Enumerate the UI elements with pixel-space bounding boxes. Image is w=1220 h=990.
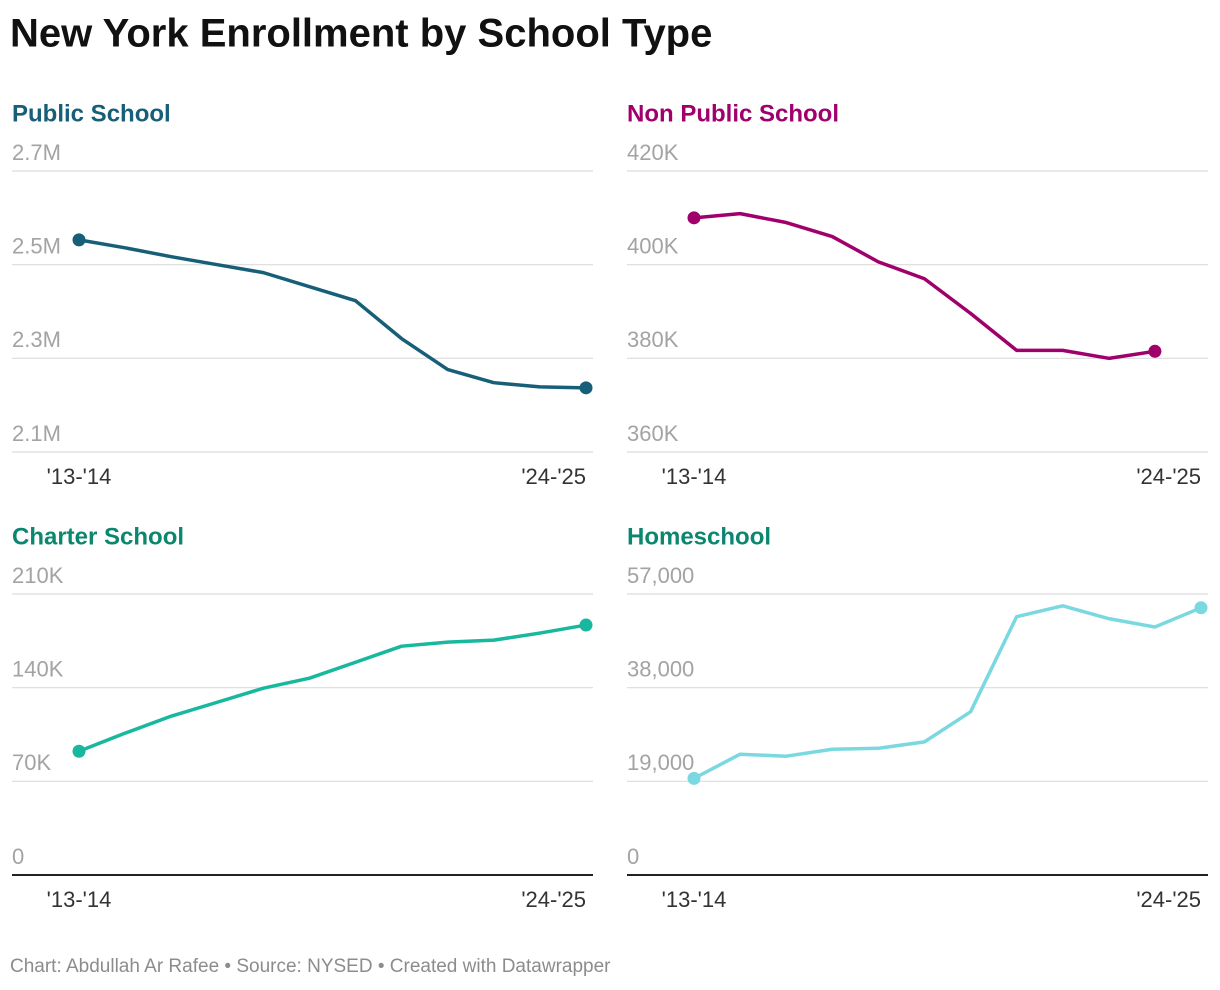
panel-title: Public School (12, 100, 171, 127)
y-tick-label: 38,000 (627, 656, 694, 681)
line (78, 623, 587, 753)
end-dot (72, 233, 86, 247)
y-tick-label: 400K (627, 233, 679, 258)
line (78, 238, 587, 390)
y-tick-label: 0 (12, 844, 24, 869)
end-dot (579, 381, 593, 395)
y-tick-label: 2.1M (12, 421, 61, 446)
x-tick-label: '24-'25 (1136, 887, 1201, 912)
y-tick-label: 210K (12, 563, 64, 588)
end-dot (1194, 601, 1208, 615)
line (693, 604, 1202, 780)
end-dot (687, 771, 701, 785)
y-tick-label: 2.5M (12, 233, 61, 258)
x-tick-label: '13-'14 (662, 887, 727, 912)
footer: Chart: Abdullah Ar Rafee • Source: NYSED… (10, 956, 611, 977)
end-dot (687, 211, 701, 225)
panel-title: Homeschool (627, 523, 771, 550)
end-dot (1148, 344, 1162, 358)
y-tick-label: 19,000 (627, 750, 694, 775)
end-dot (579, 618, 593, 632)
end-dot (72, 744, 86, 758)
x-tick-label: '24-'25 (521, 887, 586, 912)
x-tick-label: '24-'25 (521, 464, 586, 489)
line (693, 211, 1156, 361)
y-tick-label: 360K (627, 421, 679, 446)
panel-title: Non Public School (627, 100, 839, 127)
y-tick-label: 0 (627, 844, 639, 869)
y-tick-label: 420K (627, 140, 679, 165)
y-tick-label: 57,000 (627, 563, 694, 588)
x-tick-label: '13-'14 (662, 464, 727, 489)
y-tick-label: 380K (627, 327, 679, 352)
x-tick-label: '13-'14 (47, 887, 112, 912)
x-tick-label: '24-'25 (1136, 464, 1201, 489)
y-tick-label: 140K (12, 656, 64, 681)
y-tick-label: 2.3M (12, 327, 61, 352)
y-tick-label: 2.7M (12, 140, 61, 165)
page-title: New York Enrollment by School Type (10, 12, 712, 56)
x-tick-label: '13-'14 (47, 464, 112, 489)
y-tick-label: 70K (12, 750, 51, 775)
panel-title: Charter School (12, 523, 184, 550)
